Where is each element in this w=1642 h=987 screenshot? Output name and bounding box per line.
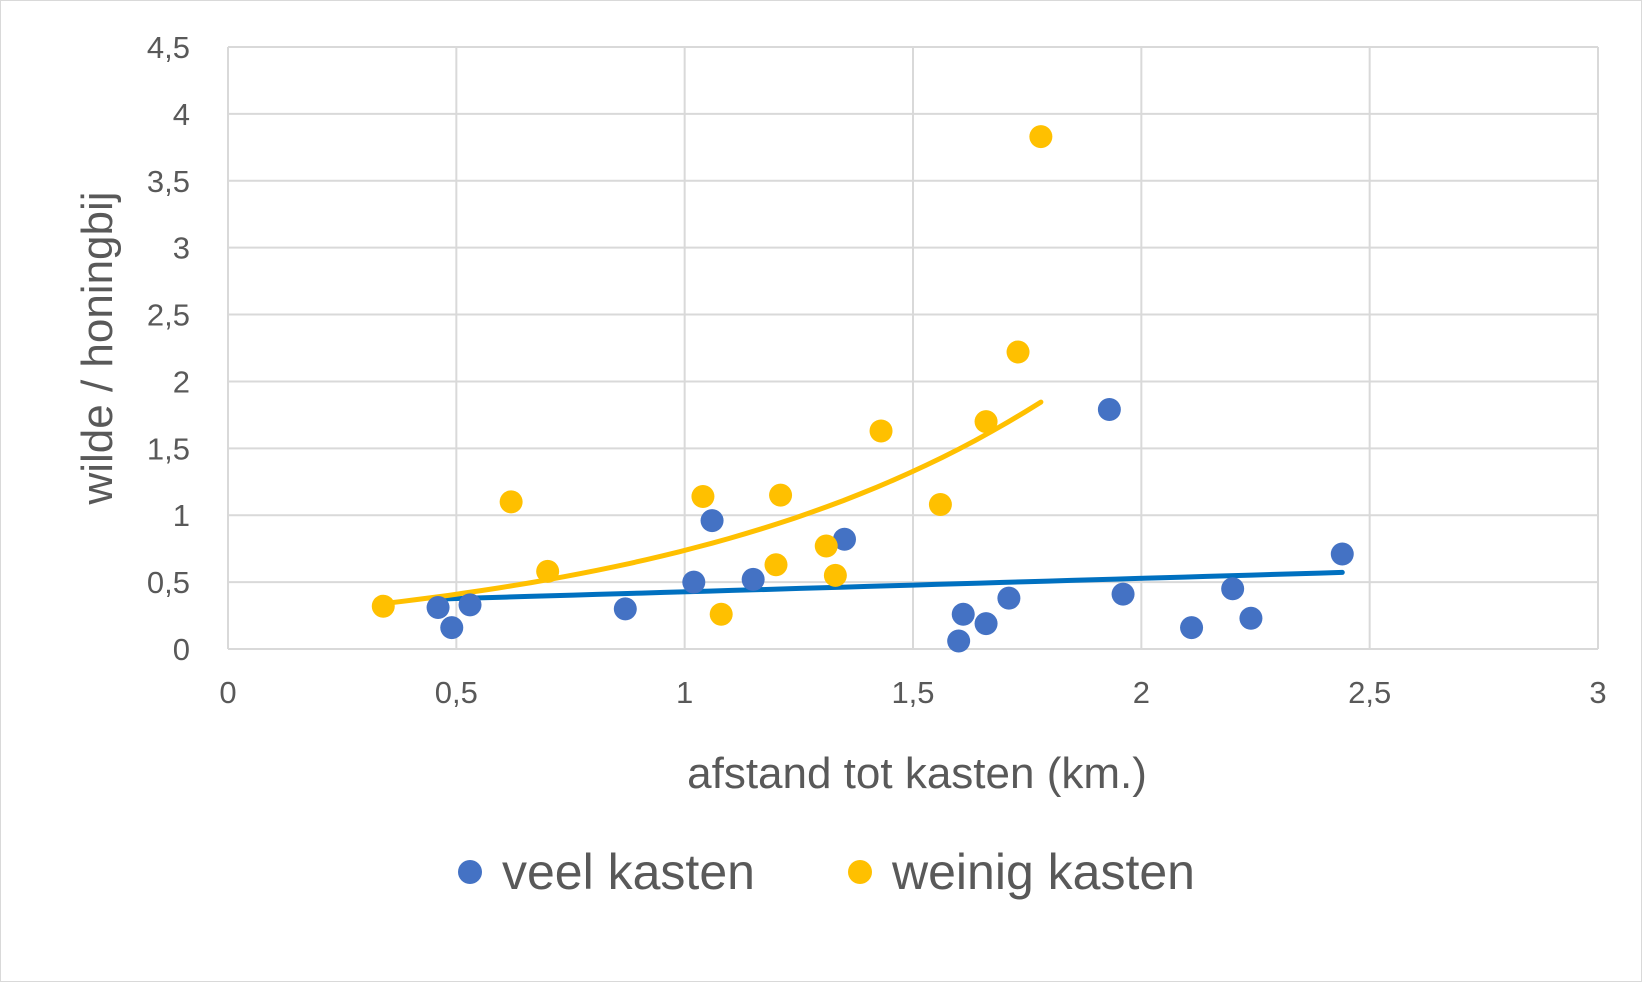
y-axis-title: wilde / honingbij (73, 191, 122, 505)
x-tick-label: 2 (1133, 675, 1150, 710)
data-point-weinig-kasten (823, 563, 847, 587)
data-points (371, 125, 1354, 653)
data-point-veel-kasten (1180, 616, 1204, 640)
data-point-veel-kasten (833, 527, 856, 551)
y-tick-label: 0,5 (147, 565, 190, 600)
data-point-weinig-kasten (499, 490, 523, 514)
data-point-veel-kasten (613, 597, 637, 621)
x-tick-label: 2,5 (1348, 675, 1391, 710)
data-point-veel-kasten (1221, 577, 1245, 601)
y-tick-label: 1 (173, 498, 190, 533)
gridlines (227, 46, 1599, 650)
y-tick-label: 0 (173, 632, 190, 667)
data-point-weinig-kasten (1029, 125, 1053, 149)
data-point-veel-kasten (1111, 582, 1135, 606)
data-point-veel-kasten (947, 629, 971, 653)
legend-label: weinig kasten (891, 844, 1195, 900)
data-point-weinig-kasten (536, 559, 560, 583)
y-tick-label: 3 (173, 231, 190, 266)
legend-item: weinig kasten (848, 844, 1195, 900)
y-tick-label: 3,5 (147, 164, 190, 199)
data-point-weinig-kasten (769, 483, 793, 507)
x-tick-label: 0 (219, 675, 236, 710)
legend-marker (458, 860, 482, 884)
trendline-weinig-kasten (380, 399, 1044, 607)
x-tick-label: 1,5 (891, 675, 934, 710)
data-point-weinig-kasten (691, 484, 715, 508)
x-tick-label: 0,5 (435, 675, 478, 710)
x-tick-label: 1 (676, 675, 693, 710)
data-point-weinig-kasten (709, 602, 733, 626)
trendline-veel-kasten (435, 569, 1345, 602)
data-point-weinig-kasten (928, 493, 952, 517)
data-point-veel-kasten (682, 570, 706, 594)
y-tick-label: 2,5 (147, 298, 190, 333)
x-axis-title: afstand tot kasten (km.) (687, 749, 1147, 798)
x-tick-label: 3 (1589, 675, 1606, 710)
data-point-veel-kasten (700, 509, 724, 533)
data-point-veel-kasten (997, 586, 1021, 610)
y-tick-label: 4 (173, 97, 190, 132)
data-point-weinig-kasten (1006, 340, 1030, 364)
data-point-veel-kasten (426, 596, 450, 620)
data-point-veel-kasten (741, 567, 765, 591)
y-tick-label: 1,5 (147, 431, 190, 466)
legend-label: veel kasten (502, 844, 755, 900)
data-point-veel-kasten (1330, 542, 1354, 566)
data-point-veel-kasten (458, 593, 482, 617)
trendlines (380, 399, 1345, 607)
data-point-veel-kasten (974, 612, 998, 636)
data-point-weinig-kasten (974, 410, 998, 434)
legend-marker (848, 860, 872, 884)
data-point-weinig-kasten (814, 534, 838, 558)
y-tick-label: 4,5 (147, 30, 190, 65)
legend: veel kasten weinig kasten (458, 844, 1195, 900)
data-point-veel-kasten (440, 616, 464, 640)
data-point-weinig-kasten (764, 553, 788, 577)
data-point-weinig-kasten (371, 594, 395, 618)
legend-item: veel kasten (458, 844, 755, 900)
y-axis-ticks: 0 0,5 1 1,5 2 2,5 3 3,5 4 4,5 (147, 30, 190, 667)
y-tick-label: 2 (173, 364, 190, 399)
data-point-veel-kasten (1239, 606, 1263, 630)
data-point-veel-kasten (951, 602, 975, 626)
data-point-veel-kasten (1097, 398, 1121, 422)
data-point-weinig-kasten (869, 419, 893, 443)
x-axis-ticks: 0 0,5 1 1,5 2 2,5 3 (219, 675, 1606, 710)
